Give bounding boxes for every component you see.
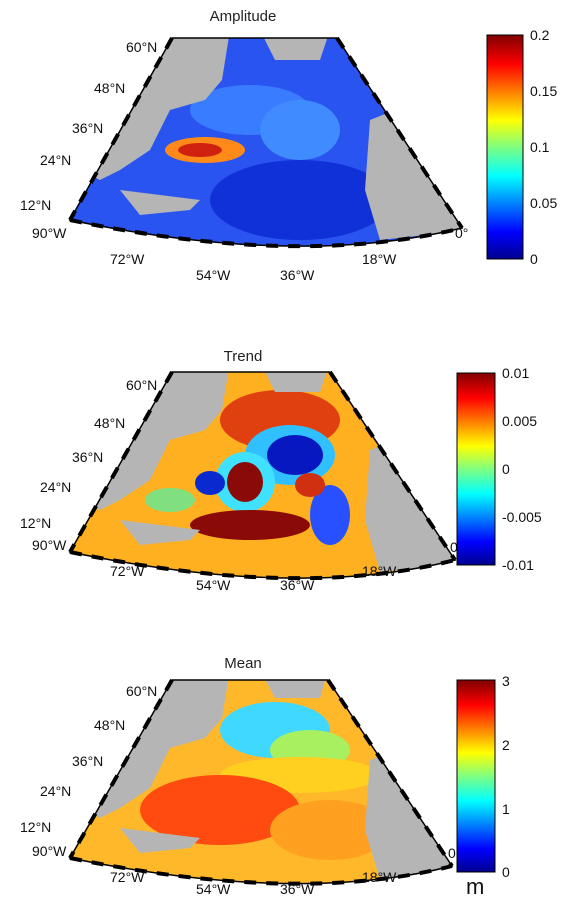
lon-label: 18°W: [362, 563, 397, 579]
amplitude-panel: Amplitude 60°N: [0, 0, 562, 300]
colorbar-tick: 0: [502, 461, 510, 477]
lon-label: 90°W: [32, 537, 67, 553]
lon-label: 72°W: [110, 251, 145, 267]
greenland-land: [260, 38, 330, 60]
colorbar-tick: 0.2: [530, 27, 550, 43]
colorbar-tick: 0.15: [530, 83, 557, 99]
lat-label: 48°N: [94, 717, 125, 733]
map-border-dash: [335, 36, 464, 230]
lat-label: 60°N: [126, 39, 157, 55]
colorbar-tick: -0.005: [502, 509, 542, 525]
amplitude-map: 60°N 48°N 36°N 24°N 12°N 90°W 72°W 54°W …: [20, 27, 557, 283]
panel-title: Amplitude: [209, 8, 277, 25]
lon-label: 36°W: [280, 881, 315, 897]
caribbean-land: [120, 520, 200, 545]
ocean-field: [70, 372, 455, 579]
lat-label: 60°N: [126, 683, 157, 699]
colorbar: [486, 34, 524, 260]
lon-label: 90°W: [32, 843, 67, 859]
colorbar: [456, 372, 496, 566]
lon-label: 90°W: [32, 225, 67, 241]
lat-label: 24°N: [40, 152, 71, 168]
lat-label: 36°N: [72, 449, 103, 465]
colorbar-tick: 0: [530, 251, 538, 267]
colorbar-tick: -0.01: [502, 557, 534, 573]
panel-title: Mean: [224, 655, 262, 672]
colorbar-tick: 3: [502, 673, 510, 689]
colorbar-tick: 2: [502, 737, 510, 753]
lat-label: 60°N: [126, 377, 157, 393]
africa-europe-land: [365, 100, 462, 240]
colorbar-tick: 0: [502, 864, 510, 880]
colorbar-tick: 0.005: [502, 413, 537, 429]
greenland-land: [260, 680, 328, 698]
colorbar-tick: 1: [502, 801, 510, 817]
lat-label: 36°N: [72, 120, 103, 136]
lon-label: 36°W: [280, 577, 315, 593]
lon-label: 72°W: [110, 869, 145, 885]
lat-label: 24°N: [40, 783, 71, 799]
colorbar: [456, 679, 496, 873]
trend-panel: Trend 60°N 48°N 36°N 24°N: [0, 300, 562, 600]
colorbar-tick: 0.05: [530, 195, 557, 211]
lat-label: 48°N: [94, 80, 125, 96]
ocean-field: [70, 680, 452, 884]
unit-label: m: [466, 874, 485, 899]
mean-map: 60°N 48°N 36°N 24°N 12°N 90°W 72°W 54°W …: [20, 673, 510, 897]
ocean-field: [70, 38, 462, 247]
lat-label: 12°N: [20, 515, 51, 531]
lon-label: 18°W: [362, 869, 397, 885]
lon-label: 54°W: [196, 267, 231, 283]
lat-label: 12°N: [20, 819, 51, 835]
lon-label: 36°W: [280, 267, 315, 283]
panel-title: Trend: [223, 348, 263, 365]
caribbean-land: [120, 828, 200, 853]
lat-label: 48°N: [94, 415, 125, 431]
greenland-land: [260, 372, 330, 392]
lon-label: 0°: [455, 225, 468, 241]
lat-label: 24°N: [40, 479, 71, 495]
trend-map: 60°N 48°N 36°N 24°N 12°N 90°W 72°W 54°W …: [20, 365, 542, 593]
colorbar-tick: 0.01: [502, 365, 529, 381]
caribbean-land: [120, 190, 200, 215]
lon-label: 18°W: [362, 251, 397, 267]
map-border-dash: [326, 678, 454, 868]
lon-label: 54°W: [196, 881, 231, 897]
lat-label: 36°N: [72, 753, 103, 769]
lon-label: 72°W: [110, 563, 145, 579]
mean-panel: Mean 60°N 48°N 36°N 24°N 12°N 90°W 72°W …: [0, 600, 562, 905]
lat-label: 12°N: [20, 197, 51, 213]
map-border-dash: [328, 370, 457, 562]
colorbar-tick: 0.1: [530, 139, 550, 155]
lon-label: 54°W: [196, 577, 231, 593]
